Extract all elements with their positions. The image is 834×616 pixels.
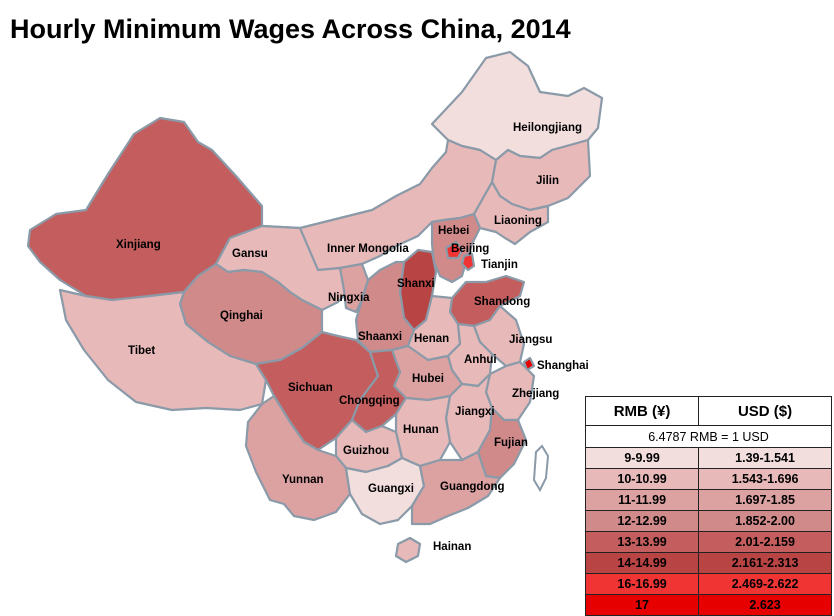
label-gansu: Gansu <box>232 248 268 260</box>
legend-usd-range: 1.697-1.85 <box>698 489 832 511</box>
label-anhui: Anhui <box>464 354 497 366</box>
label-jiangxi: Jiangxi <box>455 406 495 418</box>
label-inner-mongolia: Inner Mongolia <box>327 243 409 255</box>
province-beijing[interactable] <box>444 240 464 260</box>
legend-header-usd: USD ($) <box>698 396 832 426</box>
label-guangxi: Guangxi <box>368 483 414 495</box>
legend-row: 17 2.623 <box>584 594 832 616</box>
label-yunnan: Yunnan <box>282 474 324 486</box>
label-hainan: Hainan <box>433 541 471 553</box>
label-ningxia: Ningxia <box>328 292 370 304</box>
taiwan-outline <box>532 444 550 493</box>
label-shanxi: Shanxi <box>397 278 435 290</box>
label-tianjin: Tianjin <box>481 259 518 271</box>
legend-exchange-rate-row: 6.4787 RMB = 1 USD <box>585 425 832 448</box>
legend-rmb-range: 13-13.99 <box>584 531 700 553</box>
label-hebei: Hebei <box>438 225 469 237</box>
label-tibet: Tibet <box>128 345 155 357</box>
legend-row: 10-10.99 1.543-1.696 <box>584 468 832 490</box>
legend-row: 13-13.99 2.01-2.159 <box>584 531 832 553</box>
legend-rmb-range: 16-16.99 <box>584 573 700 595</box>
label-jiangsu: Jiangsu <box>509 334 552 346</box>
legend-usd-range: 2.01-2.159 <box>698 531 832 553</box>
province-labels: Heilongjiang Jilin Liaoning Inner Mongol… <box>116 122 589 553</box>
province-tianjin[interactable] <box>460 252 476 272</box>
label-fujian: Fujian <box>494 437 528 449</box>
wage-legend: RMB (¥) USD ($) 6.4787 RMB = 1 USD 9-9.9… <box>584 396 832 616</box>
province-yunnan[interactable] <box>244 394 352 522</box>
legend-exchange-rate: 6.4787 RMB = 1 USD <box>585 425 832 448</box>
legend-row: 14-14.99 2.161-2.313 <box>584 552 832 574</box>
legend-rmb-range: 12-12.99 <box>584 510 700 532</box>
legend-rmb-range: 17 <box>584 594 700 616</box>
label-henan: Henan <box>414 333 449 345</box>
label-qinghai: Qinghai <box>220 310 263 322</box>
legend-header-rmb: RMB (¥) <box>584 396 700 426</box>
province-hainan[interactable] <box>394 536 422 564</box>
legend-usd-range: 2.161-2.313 <box>698 552 832 574</box>
legend-row: 9-9.99 1.39-1.541 <box>584 447 832 469</box>
label-chongqing: Chongqing <box>339 395 400 407</box>
label-heilongjiang: Heilongjiang <box>513 122 582 134</box>
label-shandong: Shandong <box>474 296 530 308</box>
province-guangdong[interactable] <box>410 450 502 526</box>
legend-usd-range: 1.852-2.00 <box>698 510 832 532</box>
label-sichuan: Sichuan <box>288 382 333 394</box>
legend-rmb-range: 10-10.99 <box>584 468 700 490</box>
label-jilin: Jilin <box>536 175 559 187</box>
label-shanghai: Shanghai <box>537 360 589 372</box>
legend-rmb-range: 14-14.99 <box>584 552 700 574</box>
legend-usd-range: 2.469-2.622 <box>698 573 832 595</box>
legend-header-row: RMB (¥) USD ($) <box>584 396 832 426</box>
label-guizhou: Guizhou <box>343 445 389 457</box>
legend-row: 11-11.99 1.697-1.85 <box>584 489 832 511</box>
legend-row: 16-16.99 2.469-2.622 <box>584 573 832 595</box>
label-hubei: Hubei <box>412 373 444 385</box>
label-hunan: Hunan <box>403 424 439 436</box>
label-liaoning: Liaoning <box>494 215 542 227</box>
legend-row: 12-12.99 1.852-2.00 <box>584 510 832 532</box>
label-xinjiang: Xinjiang <box>116 239 161 251</box>
legend-rmb-range: 9-9.99 <box>584 447 700 469</box>
legend-usd-range: 2.623 <box>698 594 832 616</box>
label-guangdong: Guangdong <box>440 481 505 493</box>
label-zhejiang: Zhejiang <box>512 388 559 400</box>
legend-usd-range: 1.39-1.541 <box>698 447 832 469</box>
label-shaanxi: Shaanxi <box>358 331 402 343</box>
label-beijing: Beijing <box>451 243 489 255</box>
legend-rmb-range: 11-11.99 <box>584 489 700 511</box>
map-title: Hourly Minimum Wages Across China, 2014 <box>10 14 571 44</box>
province-chongqing[interactable] <box>350 348 408 434</box>
legend-usd-range: 1.543-1.696 <box>698 468 832 490</box>
